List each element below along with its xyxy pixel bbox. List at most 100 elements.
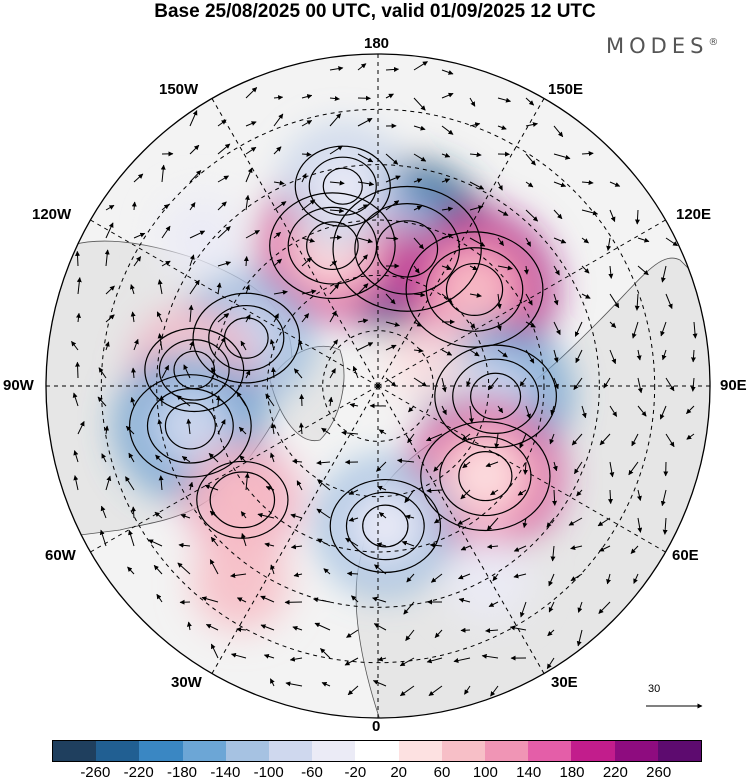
wind-arrow — [550, 545, 556, 562]
wind-arrow — [344, 657, 359, 666]
wind-arrow — [441, 178, 451, 184]
wind-arrow — [329, 235, 342, 241]
wind-arrow — [314, 622, 331, 631]
wind-arrow — [488, 601, 499, 608]
wind-arrow — [329, 113, 342, 127]
wind-arrow — [245, 121, 257, 127]
wind-arrow — [270, 366, 276, 379]
wind-arrow — [245, 369, 251, 379]
wind-arrow — [210, 536, 219, 547]
map-title: Base 25/08/2025 00 UTC, valid 01/09/2025… — [154, 1, 596, 22]
wind-arrow — [292, 625, 303, 631]
wind-arrow — [636, 489, 642, 502]
wind-arrow — [241, 532, 247, 547]
wind-arrow — [413, 61, 428, 71]
wind-arrow — [217, 261, 232, 267]
wind-arrow — [320, 648, 331, 659]
wind-arrow — [525, 209, 539, 222]
wind-arrow — [574, 321, 583, 337]
colorbar-tick-label: 60 — [433, 764, 451, 781]
colorbar-tick-label: -260 — [80, 764, 111, 781]
wind-arrow — [298, 339, 303, 351]
wind-arrow — [348, 489, 359, 495]
wind-arrow — [497, 265, 513, 271]
wind-arrow — [488, 377, 499, 391]
brand-name: MODES — [606, 34, 709, 58]
wind-arrow — [686, 433, 695, 440]
label-0: 0 — [372, 718, 381, 735]
wind-arrow — [125, 476, 135, 491]
wind-arrow — [230, 572, 247, 578]
wind-arrow — [257, 512, 275, 519]
wind-arrow — [133, 232, 146, 239]
wind-arrow — [609, 293, 620, 309]
wind-arrow — [609, 181, 621, 187]
wind-arrow — [517, 489, 527, 496]
wind-arrow — [100, 505, 107, 519]
wind-arrow — [457, 517, 471, 525]
wind-arrow — [413, 292, 426, 298]
wind-arrow — [385, 175, 401, 183]
wind-arrow — [494, 433, 500, 449]
wind-arrow — [77, 420, 85, 435]
colorbar-segment — [441, 741, 486, 761]
wind-arrow — [236, 391, 247, 407]
wind-arrow — [357, 342, 374, 351]
wind-arrow — [546, 517, 555, 528]
wind-arrow — [104, 341, 110, 351]
wind-arrow — [690, 349, 696, 363]
wind-arrow — [576, 629, 583, 647]
wind-arrow — [400, 685, 415, 697]
wind-arrow — [317, 479, 331, 491]
wind-arrow — [273, 95, 284, 101]
colorbar-tick-label: -180 — [166, 764, 198, 781]
wind-arrow — [273, 258, 282, 267]
wind-arrow — [546, 657, 555, 670]
wind-arrow — [413, 348, 424, 354]
wind-arrow — [273, 201, 287, 211]
wind-arrow — [548, 601, 555, 613]
wind-arrow — [496, 293, 502, 310]
wind-arrow — [581, 151, 594, 157]
colorbar-tick-label: -60 — [301, 764, 323, 781]
wind-arrow — [316, 460, 331, 466]
wind-arrow — [73, 450, 79, 463]
latitude-circle — [211, 219, 545, 553]
wind-arrow — [525, 321, 536, 328]
wind-arrow — [156, 311, 163, 323]
contour-line — [445, 262, 504, 317]
wind-arrow — [357, 254, 368, 267]
wind-arrow — [441, 405, 447, 416]
wind-arrow — [97, 396, 107, 407]
wind-arrow — [159, 395, 165, 407]
wind-arrow — [157, 279, 163, 295]
wind-vectors — [71, 61, 698, 697]
map-disc — [46, 54, 710, 718]
anomaly-shading — [451, 441, 520, 511]
wind-arrow — [496, 321, 502, 331]
wind-arrow — [265, 486, 275, 491]
wind-arrow — [661, 349, 667, 361]
wind-arrow — [486, 517, 499, 531]
wind-arrow — [376, 461, 387, 472]
wind-arrow — [553, 265, 560, 276]
wind-arrow — [407, 433, 415, 444]
wind-arrow — [413, 321, 423, 327]
wind-arrow — [105, 475, 112, 491]
wind-arrow — [217, 313, 229, 323]
label-150e: 150E — [548, 81, 584, 98]
wind-arrow — [413, 237, 424, 250]
anomaly-shading — [350, 491, 420, 561]
wind-arrow — [575, 349, 583, 364]
colorbar-tick-label: 260 — [646, 764, 672, 781]
wind-arrow — [519, 601, 527, 618]
wind-arrow — [434, 517, 443, 524]
wind-arrow — [264, 542, 275, 548]
wind-arrow — [405, 629, 415, 641]
wind-arrow — [158, 475, 164, 491]
wind-arrow — [154, 511, 163, 519]
wind-arrow — [433, 461, 443, 472]
wind-arrow — [177, 562, 191, 575]
wind-arrow — [245, 167, 253, 183]
wind-arrow — [153, 564, 163, 575]
